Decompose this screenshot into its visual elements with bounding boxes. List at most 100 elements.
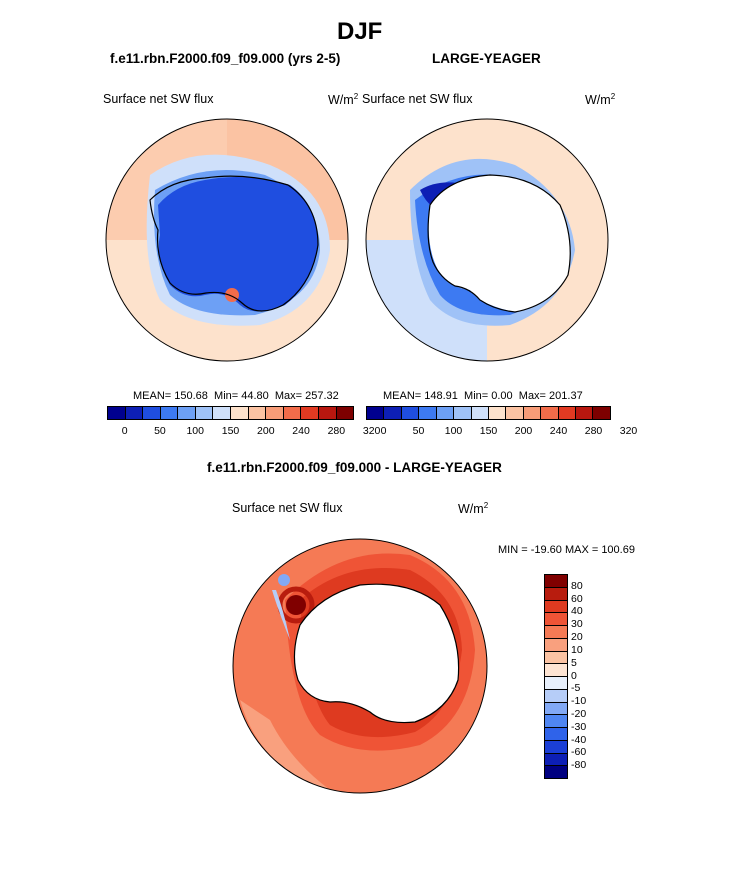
diff-colorbar-label: -5	[571, 682, 581, 695]
diff-colorbar-swatch	[545, 740, 567, 754]
colorbar-tick-label: 280	[327, 425, 346, 437]
colorbar-swatch	[576, 407, 594, 419]
colorbar-tick-label: 100	[444, 425, 463, 437]
colorbar-tick-label: 50	[154, 425, 166, 437]
right-var-title: Surface net SW flux	[362, 92, 473, 106]
colorbar-swatch	[336, 407, 354, 419]
colorbar-swatch	[436, 407, 455, 419]
diff-colorbar-label: 80	[571, 579, 583, 592]
colorbar-swatch	[419, 407, 437, 419]
left-colorbar-ticks: 0 50 100 150 200 240 280 320	[107, 425, 381, 439]
diff-colorbar-swatch	[545, 728, 567, 741]
colorbar-tick-label: 50	[412, 425, 425, 437]
diff-units: W/m2	[458, 501, 489, 517]
diff-colorbar-label: 20	[571, 631, 583, 644]
diff-colorbar-swatch	[545, 600, 567, 614]
colorbar-tick-label: 240	[292, 425, 310, 437]
diff-title: f.e11.rbn.F2000.f09_f09.000 - LARGE-YEAG…	[207, 460, 502, 475]
diff-colorbar-swatch	[545, 587, 567, 601]
diff-blue-streak	[272, 590, 290, 640]
diff-max-spot	[286, 595, 306, 615]
left-coastline	[149, 175, 319, 312]
colorbar-swatch	[195, 407, 214, 419]
colorbar-swatch	[384, 407, 402, 419]
colorbar-tick-label: 150	[221, 425, 240, 437]
diff-colorbar-label: 40	[571, 605, 583, 618]
colorbar-swatch	[506, 407, 524, 419]
colorbar-swatch	[283, 407, 302, 419]
diff-colorbar-label: 5	[571, 656, 577, 669]
diff-colorbar-swatch	[545, 638, 567, 652]
colorbar-swatch	[401, 407, 420, 419]
right-stats: MEAN= 148.91 Min= 0.00 Max= 201.37	[383, 390, 583, 402]
diff-colorbar-swatch	[545, 766, 567, 778]
diff-colorbar-label: -20	[571, 707, 587, 720]
colorbar-tick-label: 0	[380, 425, 387, 437]
left-units: W/m2	[328, 92, 359, 108]
colorbar-swatch	[160, 407, 179, 419]
diff-colorbar-swatch	[545, 702, 567, 716]
colorbar-swatch	[454, 407, 472, 419]
left-stats: MEAN= 150.68 Min= 44.80 Max= 257.32	[133, 390, 339, 402]
diff-colorbar-swatch	[545, 664, 567, 677]
diff-coastline	[293, 583, 460, 724]
left-var-title: Surface net SW flux	[103, 92, 214, 106]
right-case-title: LARGE-YEAGER	[432, 51, 541, 66]
page-title: DJF	[337, 18, 383, 45]
colorbar-swatch	[301, 407, 319, 419]
diff-colorbar-labels: 80 60 40 30 20 10 5 0 -5 -10 -20 -30 -40 -60 -80	[571, 574, 611, 779]
colorbar-tick-label: 200	[514, 425, 533, 437]
diff-colorbar-swatch	[545, 575, 567, 588]
diff-map	[232, 538, 488, 794]
right-units: W/m2	[585, 92, 616, 108]
diff-colorbar-label: -30	[571, 720, 587, 733]
diff-min-spot	[278, 574, 290, 586]
diff-colorbar-label: 60	[571, 592, 583, 605]
diff-colorbar-label: -60	[571, 746, 587, 759]
diff-colorbar-label: 0	[571, 669, 577, 682]
diff-land-mask	[294, 584, 459, 723]
diff-colorbar-swatch	[545, 651, 567, 665]
diff-colorbar-label: 30	[571, 618, 583, 631]
left-antarctica-field	[158, 176, 318, 312]
right-map	[365, 118, 609, 362]
diff-map-border	[232, 538, 488, 794]
colorbar-swatch	[266, 407, 284, 419]
colorbar-swatch	[318, 407, 337, 419]
colorbar-swatch	[541, 407, 559, 419]
diff-colorbar-label: -40	[571, 733, 587, 746]
right-colorbar-ticks: 0 50 100 150 200 240 280 320	[366, 425, 638, 439]
colorbar-swatch	[523, 407, 542, 419]
diff-colorbar-swatch	[545, 753, 567, 767]
colorbar-tick-label: 320	[362, 425, 381, 437]
colorbar-swatch	[143, 407, 161, 419]
right-coastline	[427, 174, 571, 313]
left-warm-spot	[225, 288, 239, 302]
diff-colorbar	[544, 574, 568, 779]
left-map-border	[105, 118, 349, 362]
colorbar-swatch	[213, 407, 232, 419]
diff-colorbar-swatch	[545, 715, 567, 728]
diff-colorbar-swatch	[545, 626, 567, 639]
colorbar-tick-label: 280	[584, 425, 603, 437]
left-colorbar	[107, 406, 354, 420]
right-colorbar	[366, 406, 611, 420]
colorbar-swatch	[367, 407, 385, 419]
colorbar-tick-label: 320	[619, 425, 638, 437]
diff-minmax: MIN = -19.60 MAX = 100.69	[498, 544, 635, 556]
diff-var-title: Surface net SW flux	[232, 501, 343, 515]
colorbar-swatch	[471, 407, 489, 419]
diff-colorbar-swatch	[545, 677, 567, 690]
colorbar-tick-label: 100	[186, 425, 204, 437]
right-land-mask	[428, 175, 571, 312]
right-map-border	[365, 118, 609, 362]
diff-colorbar-swatch	[545, 613, 567, 626]
colorbar-swatch	[108, 407, 126, 419]
left-map	[105, 118, 349, 362]
diff-colorbar-label: -80	[571, 759, 587, 772]
diff-colorbar-label: -10	[571, 695, 587, 708]
colorbar-swatch	[125, 407, 144, 419]
colorbar-swatch	[488, 407, 507, 419]
colorbar-swatch	[593, 407, 610, 419]
colorbar-swatch	[558, 407, 577, 419]
